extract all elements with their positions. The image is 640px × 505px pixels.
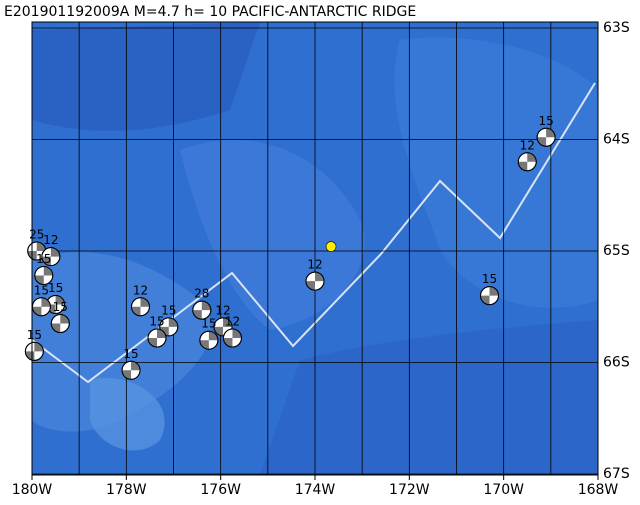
focal-mechanism: 12 (130, 283, 150, 317)
beachball-outline (199, 330, 219, 350)
compression-quadrant (214, 317, 233, 336)
lat-label: 65S (603, 243, 630, 259)
compression-quadrant (480, 286, 499, 305)
focal-mechanism: 15 (199, 317, 219, 350)
depth-label: 15 (53, 300, 68, 314)
focal-mechanism: 12 (222, 314, 242, 348)
lon-label: 170W (483, 482, 524, 498)
ridge-line (32, 82, 596, 384)
compression-quadrant (537, 128, 556, 147)
beachball-outline (50, 313, 70, 333)
focal-mechanism: 15 (159, 303, 179, 337)
compression-quadrant (159, 317, 178, 336)
beachball-outline (213, 317, 233, 337)
depth-label: 15 (48, 281, 63, 295)
depth-label: 12 (225, 314, 240, 328)
depth-label: 12 (307, 258, 322, 272)
depth-label: 15 (538, 114, 553, 128)
depth-label: 12 (43, 233, 58, 247)
focal-mechanism: 15 (147, 314, 167, 348)
beachball-outline (147, 328, 167, 348)
beachball-outline (517, 152, 537, 172)
beachball-outline (305, 271, 325, 291)
depth-label: 15 (201, 317, 216, 331)
compression-quadrant (518, 152, 537, 171)
beachball-outline (480, 286, 500, 306)
depth-label: 12 (215, 303, 230, 317)
depth-label: 15 (149, 314, 164, 328)
lon-label: 176W (200, 482, 241, 498)
beachball-outline (24, 341, 44, 361)
focal-mechanism: 15 (34, 252, 54, 286)
beachball-outline (222, 328, 242, 348)
depth-label: 15 (34, 283, 49, 297)
depth-label: 12 (133, 283, 148, 297)
lon-label: 174W (295, 482, 336, 498)
depth-label: 15 (36, 252, 51, 266)
beachball-outline (34, 266, 54, 286)
compression-quadrant (25, 342, 44, 361)
focal-mechanism: 28 (192, 287, 212, 320)
lat-label: 63S (603, 20, 630, 36)
focal-mechanism: 12 (517, 138, 537, 172)
compression-quadrant (51, 314, 70, 333)
depth-label: 15 (161, 303, 176, 317)
lon-label: 168W (578, 482, 619, 498)
compression-quadrant (192, 301, 211, 320)
focal-mechanism: 15 (480, 272, 500, 306)
compression-quadrant (306, 272, 324, 291)
beachball-outline (536, 127, 556, 147)
focal-mechanism: 12 (305, 258, 325, 291)
lat-label: 66S (603, 355, 630, 371)
depth-label: 25 (29, 228, 44, 242)
beachball-outline (159, 317, 179, 337)
focal-mechanism: 15 (31, 283, 51, 317)
compression-quadrant (34, 266, 53, 285)
focal-mechanism: 15 (121, 347, 141, 380)
focal-mechanism: 15 (24, 328, 44, 361)
focal-mechanism: 15 (536, 114, 556, 147)
lon-label: 180W (12, 482, 53, 498)
compression-quadrant (32, 297, 51, 316)
compression-quadrant (147, 328, 166, 347)
lat-label: 67S (603, 466, 630, 482)
focal-mechanism: 12 (41, 233, 61, 267)
lon-label: 178W (106, 482, 147, 498)
compression-quadrant (199, 331, 218, 350)
map-title: E201901192009A M=4.7 h= 10 PACIFIC-ANTAR… (4, 4, 416, 20)
beachball-outline (121, 360, 141, 380)
epicenter (325, 241, 337, 252)
depth-label: 12 (520, 138, 535, 152)
depth-label: 15 (482, 272, 497, 286)
compression-quadrant (131, 297, 150, 316)
compression-quadrant (46, 295, 65, 314)
beachball-outline (41, 247, 61, 267)
depth-label: 15 (123, 347, 138, 361)
compression-quadrant (122, 361, 141, 380)
compression-quadrant (223, 328, 242, 347)
beachball-outline (192, 300, 212, 320)
map-frame (31, 21, 599, 476)
focal-mechanism: 15 (50, 300, 70, 333)
lon-label: 172W (389, 482, 430, 498)
depth-label: 15 (27, 328, 42, 342)
depth-label: 28 (194, 287, 209, 301)
compression-quadrant (41, 247, 60, 266)
lat-label: 64S (603, 132, 630, 148)
beachball-outline (130, 297, 150, 317)
